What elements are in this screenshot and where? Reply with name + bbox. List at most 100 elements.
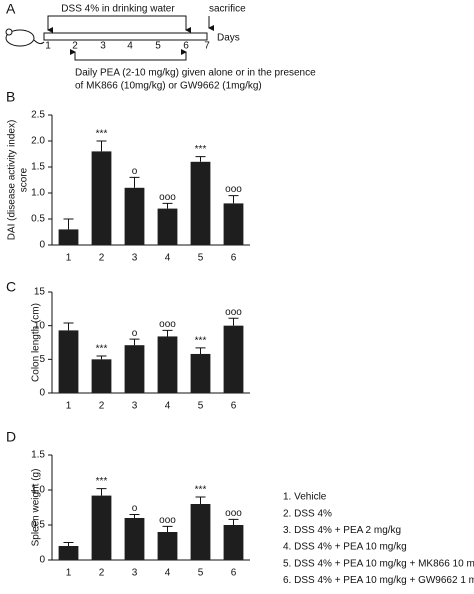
bar [58, 546, 79, 560]
error-bar [195, 156, 206, 162]
bar [157, 208, 178, 245]
significance: ooo [159, 319, 176, 330]
error-bar [96, 140, 107, 152]
bar [124, 187, 145, 245]
x-tick-label: 5 [198, 253, 204, 264]
y-tick-label: 0.5 [31, 520, 45, 531]
note: Daily PEA (2-10 mg/kg) given alone or in… [75, 68, 316, 79]
legend-entry: 3. DSS 4% + PEA 2 mg/kg [283, 525, 401, 536]
significance: o [132, 328, 138, 339]
legend-entry: 2. DSS 4% [283, 508, 332, 519]
x-tick-label: 3 [132, 401, 138, 412]
error-bar [162, 202, 173, 209]
bar [58, 330, 79, 393]
day-label: 3 [100, 41, 106, 52]
y-axis-label: score [19, 167, 30, 192]
y-tick-label: 10 [34, 320, 46, 331]
y-tick-label: 5 [39, 354, 45, 365]
y-tick-label: 1.0 [31, 485, 45, 496]
x-tick-label: 1 [66, 568, 72, 579]
panel-letter: B [6, 89, 15, 105]
bracket [47, 15, 187, 24]
error-bar [63, 218, 74, 230]
error-bar [228, 518, 239, 525]
x-tick-label: 4 [165, 253, 171, 264]
error-bar [162, 329, 173, 337]
x-tick-label: 3 [132, 568, 138, 579]
significance: ooo [225, 307, 242, 318]
day-label: 5 [155, 41, 161, 52]
y-axis-label: Colon length (cm) [31, 303, 42, 382]
error-bar [129, 514, 140, 518]
significance: *** [195, 144, 207, 155]
significance: *** [96, 344, 108, 355]
error-bar [195, 347, 206, 354]
panel-letter: C [6, 279, 16, 295]
legend-entry: 4. DSS 4% + PEA 10 mg/kg [283, 542, 407, 553]
bar [124, 518, 145, 560]
bar [223, 325, 244, 393]
bar [157, 532, 178, 560]
bar [58, 229, 79, 245]
bar [190, 504, 211, 560]
y-tick-label: 0 [39, 555, 45, 566]
error-bar [195, 496, 206, 504]
significance: *** [96, 129, 108, 140]
bar [190, 353, 211, 393]
x-tick-label: 2 [99, 401, 105, 412]
significance: ooo [225, 508, 242, 519]
timeline-bar [43, 32, 208, 41]
bar [91, 151, 112, 245]
significance: ooo [225, 184, 242, 195]
day-label: 1 [45, 41, 51, 52]
y-tick-label: 2.5 [31, 110, 45, 121]
y-tick-label: 0 [39, 388, 45, 399]
day-label: 4 [127, 41, 133, 52]
y-tick-label: 1.0 [31, 188, 45, 199]
y-axis-label: Spleen weight (g) [31, 469, 42, 547]
bar [157, 336, 178, 393]
significance: *** [195, 485, 207, 496]
note: of MK866 (10mg/kg) or GW9662 (1mg/kg) [75, 81, 262, 92]
y-tick-label: 0.5 [31, 214, 45, 225]
x-tick-label: 2 [99, 568, 105, 579]
x-tick-label: 2 [99, 253, 105, 264]
error-bar [96, 355, 107, 360]
x-tick-label: 6 [231, 568, 237, 579]
y-tick-label: 1.5 [31, 450, 45, 461]
significance: *** [96, 476, 108, 487]
x-tick-label: 4 [165, 401, 171, 412]
bar [223, 525, 244, 560]
x-tick-label: 6 [231, 401, 237, 412]
error-bar [129, 338, 140, 346]
bar [91, 495, 112, 560]
y-tick-label: 15 [34, 287, 46, 298]
legend-entry: 6. DSS 4% + PEA 10 mg/kg + GW9662 1 mg/k… [283, 575, 474, 586]
x-tick-label: 5 [198, 401, 204, 412]
x-tick-label: 5 [198, 568, 204, 579]
significance: ooo [159, 515, 176, 526]
y-tick-label: 1.5 [31, 162, 45, 173]
y-tick-label: 0 [39, 240, 45, 251]
error-bar [228, 195, 239, 204]
end-label: sacrifice [209, 4, 246, 15]
day-label: 7 [204, 41, 210, 52]
panel-letter: A [6, 1, 16, 17]
day-label: 6 [183, 41, 189, 52]
bar [223, 203, 244, 245]
error-bar [63, 322, 74, 331]
day-label: 2 [72, 41, 78, 52]
error-bar [96, 488, 107, 496]
y-axis-label: DAI (disease activity index) [7, 120, 18, 241]
panel-letter: D [6, 429, 16, 445]
x-tick-label: 6 [231, 253, 237, 264]
legend-entry: 1. Vehicle [283, 492, 327, 503]
timeline: A DSS 4% in drinking water sacrifice Day… [5, 1, 316, 92]
bracket [74, 54, 187, 61]
error-bar [63, 542, 74, 546]
axis-label: Days [217, 33, 240, 44]
error-bar [129, 176, 140, 188]
treatment: DSS 4% in drinking water [61, 4, 175, 15]
significance: *** [195, 336, 207, 347]
